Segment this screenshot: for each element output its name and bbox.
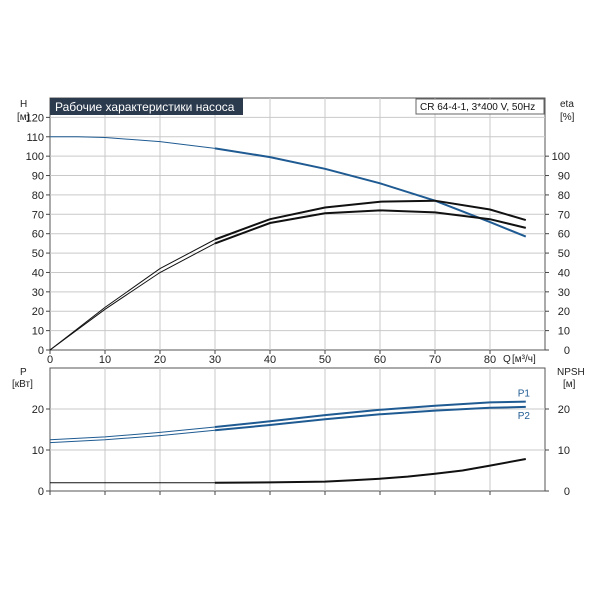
y2-tick-label: 20	[558, 404, 570, 416]
y-tick-label: 90	[32, 171, 44, 183]
y2-tick-label: 10	[558, 326, 570, 338]
y2-axis-label-eta: eta	[560, 99, 574, 110]
y2-tick-label: 70	[558, 209, 570, 221]
x-tick-label: 20	[154, 354, 166, 366]
series-0-1-line-low	[49, 239, 216, 351]
x-tick-label: 50	[319, 354, 331, 366]
chart-subtitle: CR 64-4-1, 3*400 V, 50Hz	[420, 102, 535, 113]
y2-tick-label: 80	[558, 190, 570, 202]
x-axis-label-q: Q	[503, 354, 511, 365]
y2-axis-label-npsh: NPSH	[557, 367, 585, 378]
series-label-p2: P2	[518, 411, 531, 422]
y-tick-label: 110	[26, 132, 44, 144]
y-tick-label: 70	[32, 209, 44, 221]
x-tick-label: 0	[47, 354, 53, 366]
y-tick-label: 60	[32, 229, 44, 241]
x-tick-label: 70	[429, 354, 441, 366]
y-tick-label: 20	[32, 404, 44, 416]
subtitle-box	[415, 98, 545, 115]
y2-axis-unit-npsh: [м]	[563, 379, 576, 390]
y2-tick-label: 50	[558, 248, 570, 260]
y-tick-label: 100	[26, 151, 44, 163]
y2-tick-label: 0	[564, 486, 570, 498]
plot-frame	[49, 367, 546, 492]
y2-tick-label: 0	[564, 345, 570, 357]
y2-axis-unit-eta: [%]	[560, 112, 575, 123]
y2-tick-label: 20	[558, 306, 570, 318]
chart-title: Рабочие характеристики насоса	[55, 100, 235, 114]
x-tick-label: 60	[374, 354, 386, 366]
series-p1-line-low	[49, 426, 216, 441]
series-label-p1: P1	[518, 389, 531, 400]
x-tick-label: 40	[264, 354, 276, 366]
series-1-2-line	[214, 458, 526, 484]
series-0-2-line	[214, 209, 527, 245]
plot-frame	[49, 97, 546, 351]
title-box	[50, 98, 243, 115]
y-axis-label-h: H	[20, 99, 27, 110]
series-0-2-line-low	[49, 242, 216, 351]
series-p2-line	[214, 405, 526, 432]
power-npsh-panel: 0 10 20 0 10 20 P1 P2	[32, 367, 570, 498]
x-axis-unit-q: [м³/ч]	[512, 354, 536, 365]
y2-tick-label: 60	[558, 229, 570, 241]
y-tick-label: 80	[32, 190, 44, 202]
y-tick-label: 30	[32, 287, 44, 299]
series-0-1-line	[214, 199, 527, 241]
y2-tick-label: 40	[558, 267, 570, 279]
x-tick-label: 30	[209, 354, 221, 366]
y2-tick-label: 90	[558, 171, 570, 183]
series-p2-line-low	[49, 429, 216, 444]
y-axis-label-p: P	[20, 367, 27, 378]
y-tick-label: 50	[32, 248, 44, 260]
y-tick-label: 10	[32, 445, 44, 457]
y2-tick-label: 100	[552, 151, 570, 163]
series-0-0-line	[214, 147, 527, 238]
y-tick-label: 120	[26, 112, 44, 124]
series-0-0-line-low	[50, 136, 216, 149]
head-efficiency-panel: 0 10 20 30 40 50 60 70 8001020304050607080901001…	[26, 97, 570, 366]
x-tick-label: 80	[484, 354, 496, 366]
y2-tick-label: 30	[558, 287, 570, 299]
y-axis-unit-h: [м]	[17, 112, 30, 123]
y2-tick-label: 10	[558, 445, 570, 457]
x-tick-label: 10	[99, 354, 111, 366]
y-tick-label: 0	[38, 486, 44, 498]
series-p1-line	[214, 400, 526, 428]
y-tick-label: 10	[32, 326, 44, 338]
y-tick-label: 0	[38, 345, 44, 357]
y-tick-label: 20	[32, 306, 44, 318]
y-tick-label: 40	[32, 267, 44, 279]
y-axis-unit-p: [кВт]	[12, 379, 33, 390]
